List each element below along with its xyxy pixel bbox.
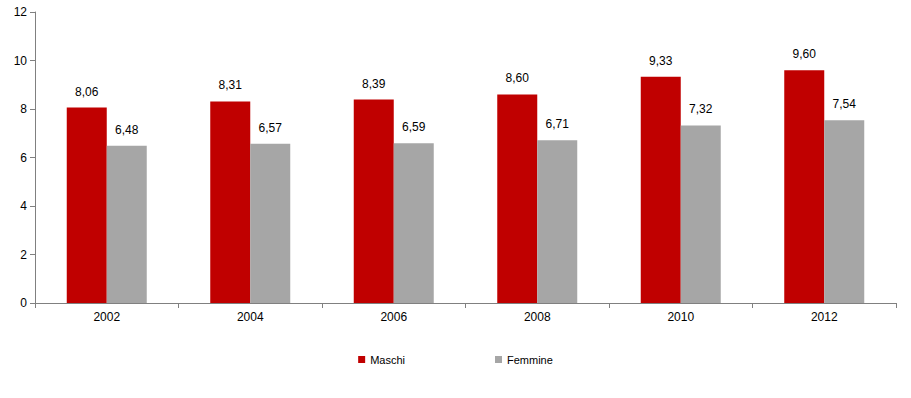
svg-text:8: 8 (20, 102, 27, 116)
svg-text:6: 6 (20, 151, 27, 165)
svg-text:10: 10 (14, 54, 28, 68)
svg-text:6,57: 6,57 (259, 121, 283, 135)
svg-text:Femmine: Femmine (507, 354, 553, 366)
svg-text:4: 4 (20, 199, 27, 213)
svg-text:8,06: 8,06 (75, 85, 99, 99)
svg-text:6,48: 6,48 (115, 123, 139, 137)
svg-text:12: 12 (14, 5, 28, 19)
svg-text:7,32: 7,32 (689, 102, 713, 116)
svg-text:2002: 2002 (93, 310, 120, 324)
svg-text:9,33: 9,33 (649, 54, 673, 68)
svg-text:6,59: 6,59 (402, 120, 426, 134)
svg-text:8,31: 8,31 (219, 78, 243, 92)
svg-text:2010: 2010 (667, 310, 694, 324)
svg-text:6,71: 6,71 (546, 117, 570, 131)
svg-text:2008: 2008 (524, 310, 551, 324)
svg-text:Maschi: Maschi (370, 354, 405, 366)
svg-text:8,39: 8,39 (362, 77, 386, 91)
svg-text:2004: 2004 (237, 310, 264, 324)
svg-text:2006: 2006 (380, 310, 407, 324)
svg-text:2012: 2012 (811, 310, 838, 324)
svg-text:0: 0 (20, 296, 27, 310)
svg-text:9,60: 9,60 (793, 47, 817, 61)
svg-text:7,54: 7,54 (833, 97, 857, 111)
svg-text:2: 2 (20, 248, 27, 262)
svg-text:8,60: 8,60 (506, 71, 530, 85)
